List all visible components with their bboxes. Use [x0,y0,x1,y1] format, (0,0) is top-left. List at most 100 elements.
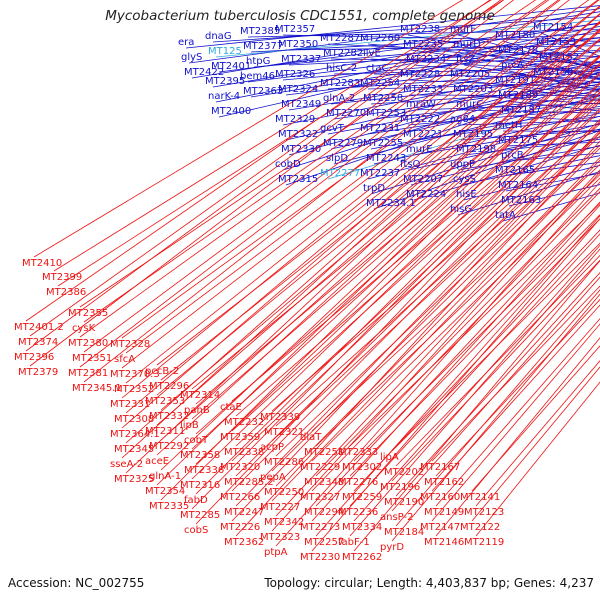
label-leader [413,64,600,83]
gene-label: trpD [363,183,385,194]
gene-label: MT2221 [403,129,443,140]
label-leader [191,83,600,480]
gene-label: MT2163 [501,195,541,206]
label-leader [191,73,600,450]
gene-label: MT2332 [149,411,189,422]
gene-label: MT2123 [464,507,504,518]
label-leader [121,6,600,399]
label-leader [311,191,600,492]
gene-label: hisE [456,189,477,200]
gene-label: MT2282 [323,48,363,59]
gene-label: ftsQ [400,159,420,170]
gene-label: MT2191 [495,75,535,86]
gene-label: MT2227 [260,502,300,513]
gene-label: MT2320 [220,462,260,473]
label-leader [373,73,600,79]
gene-label: MT2380 [68,338,108,349]
gene-label: MT2257 [304,537,344,548]
label-leader [160,38,600,411]
label-leader [502,130,600,132]
label-leader [460,49,600,79]
label-leader [327,69,600,90]
gene-label: MT2311 [145,426,185,437]
label-leader [505,172,600,192]
label-leader [57,0,505,287]
label-leader [231,99,600,432]
gene-label: MT2410 [22,258,62,269]
label-leader [311,177,600,462]
gene-label: MT2165 [495,165,535,176]
gene-label: MT2339 [260,412,300,423]
label-leader [250,33,600,53]
gene-label: MT2343 [304,477,344,488]
label-leader [275,156,600,487]
gene-label: MT2207 [403,174,443,185]
gene-label: cobT [184,435,209,446]
gene-label: MT2359 [220,432,260,443]
accession-text: Accession: NC_002755 [8,576,145,590]
label-leader [540,77,600,93]
label-leader [285,45,600,51]
gene-label: MT2296 [149,381,189,392]
gene-label: MT2329 [275,114,315,125]
gene-label: mraW [406,99,436,110]
gene-label: MT2222 [400,114,440,125]
label-leader [83,0,547,323]
label-leader [431,304,600,492]
label-leader [271,147,600,472]
gene-label: MT2336 [184,465,224,476]
label-leader [160,46,600,441]
gene-label: MT2330 [281,144,321,155]
gene-label: MT2326 [275,69,315,80]
label-leader [435,298,600,477]
gene-label: prcA [501,60,524,71]
gene-label: MT2187 [501,105,541,116]
gene-label: acpP [260,442,284,453]
label-leader [508,70,600,91]
gene-label: MT2283 [320,78,360,89]
label-leader [275,169,600,517]
gene-label: metH [495,120,522,131]
gene-label: MT2385 [240,26,280,37]
gene-label: MT2258 [363,93,403,104]
gene-label: MT2349 [281,99,321,110]
gene-label: MT2308 [114,414,154,425]
gene-label: MT125 [208,46,242,57]
label-leader [349,218,600,477]
gene-label: lipB [180,420,199,431]
label-leader [391,276,600,512]
gene-label: gcvT [320,123,345,134]
label-leader [235,129,600,507]
gene-label: MT2149 [424,507,464,518]
label-leader [156,22,600,366]
gene-label: bem46 [240,71,275,82]
gene-label: MT2231 [360,123,400,134]
label-leader [431,285,600,462]
gene-label: MT2160 [420,492,460,503]
label-leader [395,254,600,467]
gene-label: MT2321 [264,427,304,438]
gene-label: MT2370.3 [110,369,160,380]
label-leader [505,100,600,112]
label-leader [271,123,600,412]
gene-label: MT2287 [320,33,360,44]
gene-labels: era glyS MT2422 dnaG MT125 MT2401 MT2395 narK-4… [14,22,579,563]
label-leader [327,83,600,135]
label-leader [349,233,600,507]
gene-label: MT2203 [453,84,493,95]
label-leader [33,0,464,258]
gene-label: MT2195 [453,129,493,140]
label-leader [275,181,600,547]
gene-label: MT2178 [498,45,538,56]
gene-label: MT2395 [205,76,245,87]
label-leader [83,0,570,383]
gene-label: MT2162 [424,477,464,488]
label-leader [475,360,600,507]
label-leader [231,131,600,522]
gene-label: MT2254 [360,78,400,89]
label-leader [311,218,600,552]
label-leader [191,64,600,420]
gene-label: MT2153 [536,37,576,48]
gene-label: MT2400 [211,106,251,117]
label-leader [463,164,600,201]
